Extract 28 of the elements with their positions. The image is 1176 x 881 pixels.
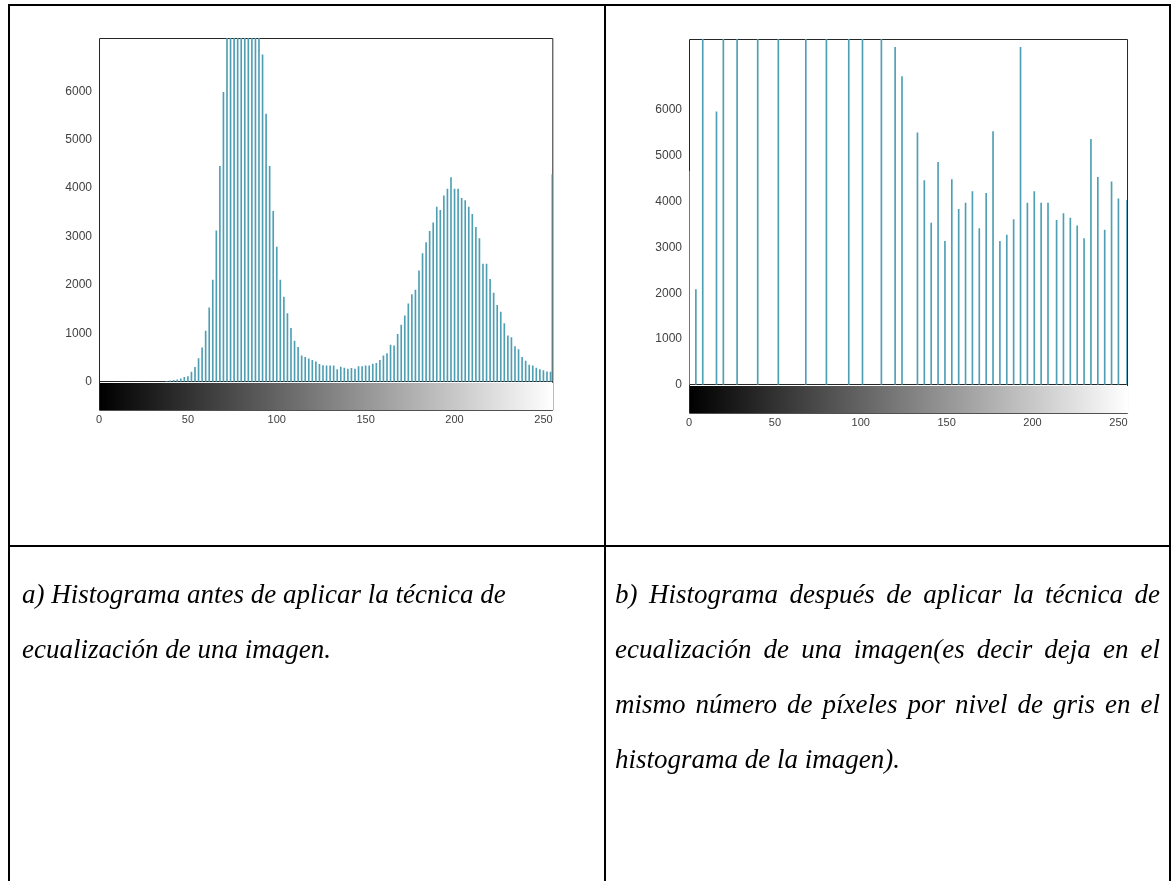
y-tick-label: 0 bbox=[675, 377, 683, 392]
y-tick-label: 1000 bbox=[655, 331, 683, 346]
x-tick-label: 50 bbox=[181, 413, 195, 426]
y-tick-label: 1000 bbox=[65, 325, 93, 340]
x-tick-label: 150 bbox=[937, 416, 956, 429]
text: a) Histograma antes de aplicar la técnica de ecualización de una imagen. bbox=[22, 578, 507, 666]
y-tick-label: 6000 bbox=[65, 83, 93, 98]
y-tick-label: 2000 bbox=[655, 285, 683, 300]
y-tick-label: 3000 bbox=[655, 239, 683, 254]
y-tick-label: 4000 bbox=[655, 193, 683, 208]
x-tick-label: 150 bbox=[356, 413, 375, 426]
text: b) Histograma después de aplicar la técnica de ecualización de una imagen(es decir deja en el mismo número de píxeles por nivel de gris en el histograma de la imagen). bbox=[615, 578, 1160, 776]
x-tick-label: 200 bbox=[445, 413, 464, 426]
y-tick-label: 3000 bbox=[65, 228, 93, 243]
y-tick-label: 5000 bbox=[655, 148, 683, 163]
x-tick-label: 50 bbox=[768, 416, 782, 429]
y-tick-label: 4000 bbox=[65, 180, 93, 195]
x-tick-label: 250 bbox=[1109, 416, 1128, 429]
x-tick-label: 100 bbox=[267, 413, 286, 426]
y-tick-label: 5000 bbox=[65, 132, 93, 146]
x-tick-label: 250 bbox=[534, 413, 553, 426]
x-tick-label: 0 bbox=[95, 413, 103, 426]
y-tick-label: 2000 bbox=[65, 277, 93, 292]
x-tick-label: 100 bbox=[851, 416, 870, 429]
x-tick-label: 200 bbox=[1023, 416, 1042, 429]
y-tick-label: 0 bbox=[85, 374, 93, 389]
x-tick-label: 0 bbox=[685, 416, 693, 429]
y-tick-label: 6000 bbox=[655, 102, 683, 117]
